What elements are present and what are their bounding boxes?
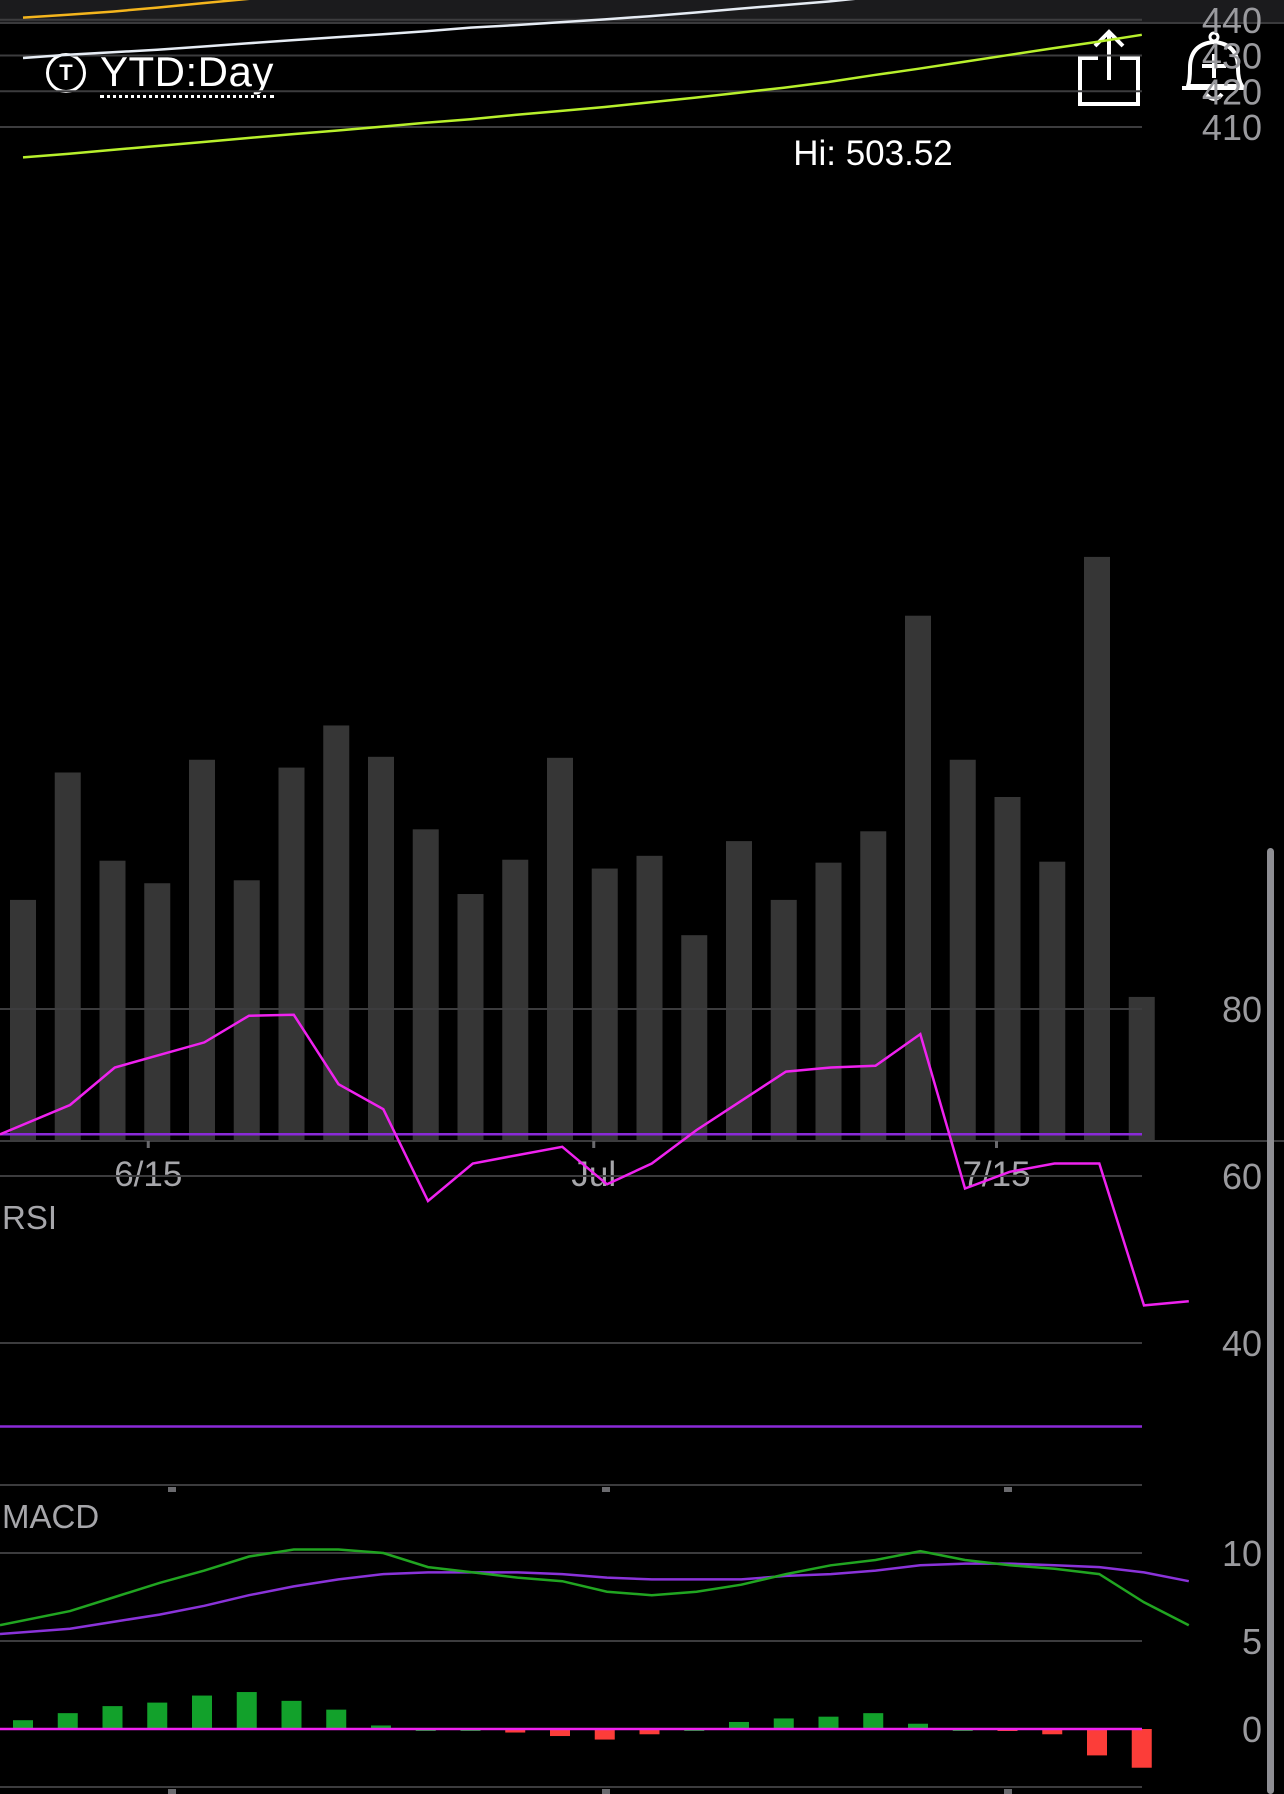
volume-bar — [1128, 996, 1155, 1140]
sma-100-line — [22, 0, 856, 60]
macd-histogram-bar — [1131, 1729, 1152, 1768]
macd-histogram-bar — [102, 1706, 123, 1729]
sma-200-line — [22, 33, 1142, 159]
volume-bar — [636, 855, 663, 1140]
macd-histogram-bar — [326, 1709, 347, 1729]
rsi-tick-label: 80 — [1222, 989, 1262, 1030]
volume-bar — [1084, 556, 1110, 1140]
macd-histogram-bar — [57, 1713, 78, 1729]
volume-bar — [949, 759, 976, 1140]
volume-bar — [547, 757, 573, 1140]
macd-histogram-bar — [773, 1718, 794, 1729]
volume-bar — [591, 868, 618, 1140]
rsi-tick-label: 60 — [1222, 1156, 1262, 1197]
volume-bar — [1039, 861, 1066, 1140]
macd-line — [0, 1548, 1190, 1627]
scrollbar[interactable] — [1267, 848, 1274, 1794]
macd-histogram-bar — [908, 1723, 928, 1729]
rsi-tick-label: 40 — [1222, 1323, 1262, 1364]
macd-signal-line — [0, 1562, 1190, 1636]
date-tick-label: 7/15 — [962, 1155, 1030, 1194]
volume-bar — [54, 772, 81, 1140]
macd-histogram-bar — [550, 1729, 570, 1737]
rsi-x-tick — [168, 1487, 176, 1492]
macd-tick-label: 10 — [1222, 1533, 1262, 1574]
volume-bar — [994, 797, 1021, 1140]
volume-bar — [323, 725, 350, 1140]
price-tick-label: 420 — [1202, 71, 1262, 112]
volume-bar — [860, 831, 887, 1140]
macd-tick-label: 5 — [1242, 1621, 1262, 1662]
volume-bar — [233, 880, 260, 1140]
price-tick-label: 430 — [1202, 36, 1262, 77]
macd-histogram-bar — [236, 1692, 257, 1729]
rsi-pane-title: RSI — [2, 1199, 57, 1236]
macd-histogram-bar — [729, 1721, 749, 1729]
volume-bar — [189, 759, 215, 1140]
volume-bar — [815, 862, 842, 1140]
volume-bar — [10, 899, 36, 1140]
macd-pane-title: MACD — [2, 1498, 99, 1535]
macd-histogram-bar — [371, 1725, 391, 1729]
macd-x-tick — [1004, 1789, 1012, 1794]
price-tick-label: 440 — [1202, 0, 1262, 41]
macd-histogram-bar — [505, 1729, 526, 1733]
volume-bar — [412, 829, 439, 1140]
sma-50-line — [22, 0, 250, 19]
macd-histogram-bar — [147, 1702, 168, 1729]
volume-bar — [726, 841, 752, 1140]
volume-bar — [144, 883, 171, 1140]
macd-histogram-bar — [594, 1729, 615, 1740]
macd-histogram-bar — [1087, 1729, 1107, 1756]
high-price-label: Hi: 503.52 — [793, 134, 953, 173]
macd-histogram-bar — [818, 1716, 839, 1729]
macd-histogram-bar — [281, 1700, 302, 1729]
macd-histogram-bar — [1042, 1729, 1063, 1735]
price-tick-label: 410 — [1202, 107, 1262, 148]
volume-bar — [770, 899, 797, 1140]
macd-x-tick — [168, 1789, 176, 1794]
rsi-x-tick — [602, 1487, 610, 1492]
price-tick-label: 450 — [1202, 0, 1262, 5]
volume-bar — [368, 756, 394, 1140]
macd-x-tick — [602, 1789, 610, 1794]
volume-bar — [502, 859, 529, 1140]
macd-histogram-bar — [13, 1720, 33, 1729]
rsi-line — [0, 1013, 1189, 1307]
macd-histogram-bar — [639, 1729, 660, 1735]
add-alert-button[interactable] — [1176, 24, 1252, 108]
volume-bar — [457, 894, 484, 1140]
rsi-x-tick — [1004, 1487, 1012, 1492]
macd-histogram-bar — [863, 1713, 884, 1729]
volume-bar — [278, 767, 305, 1140]
date-tick-label: 6/15 — [114, 1155, 182, 1194]
volume-bar — [99, 860, 126, 1140]
volume-bar — [681, 935, 708, 1140]
macd-histogram-bar — [192, 1695, 212, 1729]
macd-tick-label: 0 — [1242, 1709, 1262, 1750]
bell-plus-icon — [1182, 31, 1246, 101]
